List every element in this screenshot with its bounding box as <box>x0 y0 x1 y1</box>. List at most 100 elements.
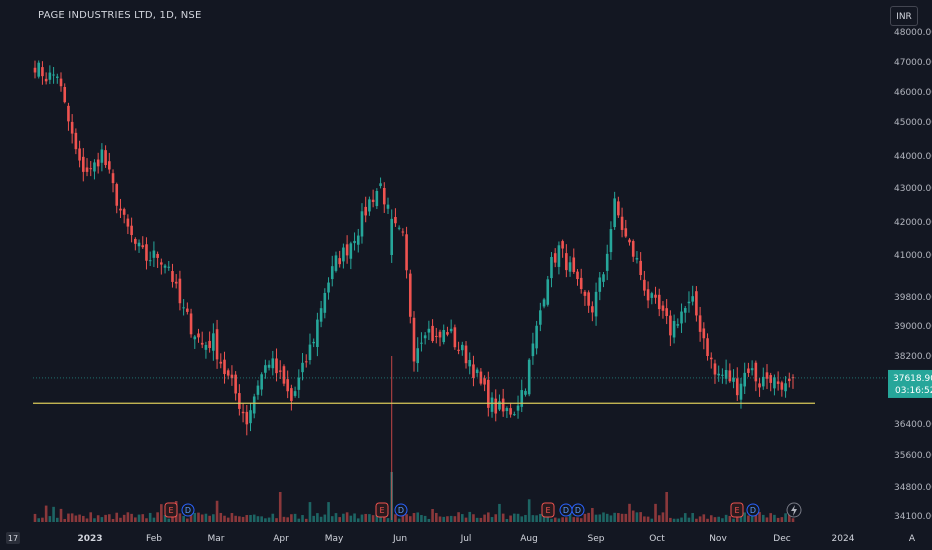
volume-bar <box>342 513 345 522</box>
volume-bar <box>316 513 319 522</box>
candle <box>67 102 70 131</box>
volume-bar <box>721 518 724 522</box>
volume-bar <box>371 515 375 522</box>
candle <box>587 290 590 313</box>
volume-bar <box>683 513 687 522</box>
candle <box>423 332 427 345</box>
candle <box>360 203 364 244</box>
candle <box>687 291 691 313</box>
volume-bar <box>587 512 590 522</box>
candle <box>74 128 78 155</box>
candle <box>364 196 367 223</box>
volume-bar <box>591 507 594 522</box>
volume-bar <box>256 516 260 522</box>
volume-bar <box>33 513 37 522</box>
candle <box>650 291 654 305</box>
volume-bar <box>356 518 360 522</box>
candle <box>371 189 375 208</box>
volume-bar <box>204 513 208 522</box>
dividend-marker[interactable]: D <box>181 503 195 517</box>
volume-bar <box>761 514 765 522</box>
y-tick-label: 34100.00 <box>894 512 932 522</box>
volume-bar <box>349 515 353 522</box>
volume-bar <box>364 513 367 522</box>
dividend-marker[interactable]: D <box>394 503 408 517</box>
candle <box>665 299 668 325</box>
dividend-marker[interactable]: D <box>746 503 760 517</box>
volume-bar <box>345 512 349 522</box>
candle <box>382 182 386 213</box>
candle <box>754 360 758 392</box>
y-tick-label: 34800.00 <box>894 483 932 493</box>
auto-scale-button[interactable]: A <box>909 534 916 544</box>
volume-bar <box>565 517 568 522</box>
svg-text:D: D <box>575 506 581 515</box>
volume-bar <box>676 518 680 522</box>
candle <box>591 301 594 322</box>
candle <box>576 269 579 286</box>
candle <box>44 72 48 85</box>
x-tick-label: Mar <box>208 534 225 544</box>
split-icon[interactable] <box>786 502 802 518</box>
candle <box>743 362 746 395</box>
earnings-marker[interactable]: E <box>164 502 178 518</box>
candle <box>639 252 642 281</box>
candle <box>453 324 457 350</box>
candle <box>654 286 657 304</box>
volume-bar <box>59 508 63 522</box>
currency-button[interactable]: INR <box>890 6 918 26</box>
y-tick-label: 39800.00 <box>894 293 932 303</box>
x-tick-label: Nov <box>709 534 727 544</box>
volume-bar <box>327 502 330 522</box>
volume-bar <box>698 516 702 522</box>
candle <box>568 256 572 277</box>
earnings-marker[interactable]: E <box>730 502 744 518</box>
volume-bar <box>635 512 639 522</box>
volume-bar <box>178 513 182 522</box>
candle <box>702 322 706 350</box>
earnings-marker[interactable]: E <box>375 502 389 518</box>
volume-bar <box>728 515 732 522</box>
candle <box>735 367 739 401</box>
candle <box>182 299 185 316</box>
volume-bar <box>475 517 479 522</box>
volume-bar <box>461 514 464 522</box>
dividend-marker[interactable]: D <box>571 503 585 517</box>
candle <box>312 338 315 348</box>
bar-countdown: 03:16:52 <box>895 386 932 396</box>
volume-bar <box>628 503 631 522</box>
candle <box>427 320 431 341</box>
volume-bar <box>386 518 390 522</box>
x-tick-label: Jul <box>460 534 472 544</box>
candle <box>160 258 163 275</box>
earnings-marker[interactable]: E <box>541 502 555 518</box>
volume-bar <box>412 513 416 522</box>
candle <box>148 251 152 266</box>
volume-bar <box>661 512 665 522</box>
candle <box>669 310 672 347</box>
candle <box>78 140 81 168</box>
volume-bar <box>100 517 104 522</box>
candle <box>145 237 148 270</box>
y-tick-label: 46000.00 <box>894 88 932 98</box>
volume-bar <box>702 514 706 522</box>
candle <box>416 337 420 372</box>
candle <box>598 272 602 301</box>
volume-bar <box>479 517 483 522</box>
candle <box>353 232 356 251</box>
volume-bar <box>765 517 769 522</box>
volume-bar <box>598 514 602 522</box>
candle <box>308 333 312 365</box>
volume-bar <box>182 515 185 522</box>
candle <box>85 158 89 177</box>
candle <box>750 360 754 376</box>
volume-bar <box>130 513 133 522</box>
candle <box>769 372 773 392</box>
candle <box>89 161 93 177</box>
candle <box>516 395 520 419</box>
candle <box>717 365 720 382</box>
volume-bar <box>141 514 145 522</box>
dividend-marker[interactable]: D <box>559 503 573 517</box>
candle <box>412 311 416 372</box>
